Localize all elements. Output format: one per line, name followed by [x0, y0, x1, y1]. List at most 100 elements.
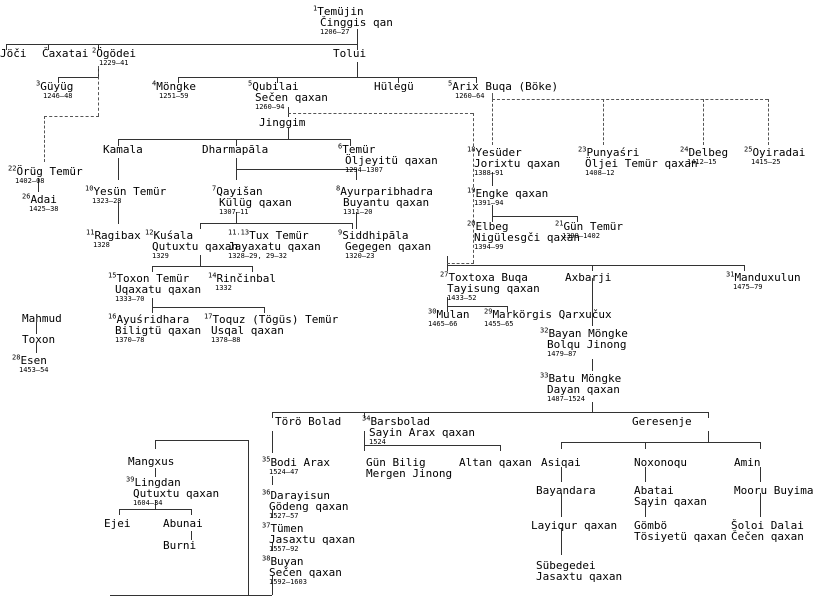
node-name: Sübegedei	[536, 559, 596, 572]
connector-v	[760, 493, 761, 517]
node-tumen: 37Tümen Jasaxtu qaxan 1557–92	[262, 521, 355, 553]
connector-v	[760, 467, 761, 482]
node-line2: Tayisung qaxan	[447, 282, 540, 295]
connector-v	[264, 307, 265, 313]
connector-v	[236, 139, 237, 146]
connector-dashed-v	[44, 116, 45, 162]
node-name: Mooru Buyima	[734, 484, 814, 497]
node-dates: 1206–27	[320, 28, 350, 36]
connector-v	[592, 402, 593, 412]
node-dates: 1333–70	[115, 295, 145, 303]
connector-v	[272, 575, 273, 595]
node-ayurparibhadra: 8Ayurparibhadra Buyantu qaxan 1311–20	[336, 184, 433, 216]
connector-dashed-h	[44, 116, 99, 117]
node-line2: Sečen qaxan	[255, 91, 328, 104]
node-name: Tux Temür	[249, 229, 309, 242]
node-name: Törö Bolad	[275, 415, 342, 428]
node-barsbolad: 34Barsbolad Sayin Arax qaxan 1524	[362, 414, 475, 446]
node-asiqai: Asiqai	[541, 455, 581, 468]
node-dates: 1408–12	[585, 169, 615, 177]
node-number: 23	[578, 145, 587, 154]
node-number: 33	[540, 371, 549, 380]
node-mooru-buyima: Mooru Buyima	[734, 483, 813, 496]
node-dates: 1402–08	[15, 177, 45, 185]
node-number: 11.13	[228, 228, 250, 237]
node-dates: 1527–57	[269, 512, 299, 520]
connector-v	[357, 44, 358, 50]
node-number: 26	[22, 192, 31, 201]
connector-v	[447, 265, 448, 271]
connector-v	[592, 359, 593, 371]
connector-dashed-v	[98, 66, 99, 116]
node-name: Markörgis Qarxučux	[492, 308, 612, 321]
connector-v	[492, 205, 493, 216]
node-siddhipala: 9Siddhipāla Gegegen qaxan 1320–23	[338, 228, 431, 260]
node-line2: Sečen qaxan	[269, 566, 342, 579]
connector-v	[561, 467, 562, 482]
node-name: Tolui	[333, 47, 367, 60]
node-burni: Burni	[163, 538, 196, 551]
node-dates: 1229–41	[99, 59, 129, 67]
node-batu-mongke: 33Batu Möngke Dayan qaxan 1487–1524	[540, 371, 621, 403]
node-ayusridhara: 16Ayuśridhara Biligtü qaxan 1370–78	[108, 312, 201, 344]
node-name: Siddhipāla	[342, 229, 409, 242]
node-name: Kuśala	[153, 229, 194, 242]
node-number: 29	[484, 307, 493, 316]
connector-v	[118, 139, 119, 146]
node-dates: 1415–25	[751, 158, 781, 166]
node-name: Ejei	[104, 517, 131, 530]
node-axbarji: Axbarji	[565, 270, 611, 283]
node-name: Mangxus	[128, 455, 175, 468]
connector-dashed-v	[473, 113, 474, 263]
node-altan-qaxan: Altan qaxan	[459, 455, 532, 468]
node-name: Qayišan	[216, 185, 263, 198]
node-number: 18	[467, 145, 476, 154]
node-geresenje: Geresenje	[632, 414, 692, 427]
node-yesun-temur: 10Yesün Temür 1323–28	[85, 184, 166, 205]
connector-v	[744, 265, 745, 271]
node-bayandara: Bayandara	[536, 483, 596, 496]
node-dates: 1604–34	[133, 499, 163, 507]
node-line2: Qutuxtu qaxan	[152, 240, 239, 253]
node-layiqur: Layiqur qaxan	[531, 518, 617, 531]
node-adai: 26Adai 1425–38	[22, 192, 59, 213]
node-name: Lingdan	[134, 476, 181, 489]
node-dates: 1391–94	[474, 199, 504, 207]
node-name: Arix Buqa (Böke)	[452, 80, 559, 93]
node-line2: Bolqu Jinong	[547, 338, 627, 351]
node-name: Noxonoqu	[634, 456, 687, 469]
node-number: 1	[313, 4, 318, 13]
connector-h	[118, 139, 350, 140]
node-line2: Čečen qaxan	[731, 530, 804, 543]
node-jinggim: Jinggim	[259, 115, 305, 128]
node-name: Abunai	[163, 517, 203, 530]
node-ogodei: 2Ögödei 1229–41	[92, 46, 136, 67]
node-line2: Sayin Arax qaxan	[369, 426, 475, 439]
connector-v	[356, 212, 357, 229]
node-name: Abatai	[634, 484, 674, 497]
node-number: 9	[338, 228, 343, 237]
connector-v	[645, 442, 646, 449]
node-number: 7	[212, 184, 217, 193]
connector-v	[38, 178, 39, 192]
node-line2: Sayin qaxan	[634, 495, 707, 508]
node-name: Güyüg	[40, 80, 74, 93]
node-number: 2	[92, 46, 97, 55]
node-abatai: Abatai Sayin qaxan	[634, 483, 707, 507]
connector-v	[152, 307, 153, 313]
connector-v	[708, 431, 709, 442]
node-line2: Öljeyitü qaxan	[345, 154, 438, 167]
node-tolui: Tolui	[333, 46, 366, 59]
node-name: Adai	[30, 193, 57, 206]
node-name: Elbeg	[475, 220, 509, 233]
connector-dashed-v	[703, 99, 704, 145]
node-number: 20	[467, 219, 476, 228]
connector-h	[447, 265, 744, 266]
node-orug-temur: 22Örüg Temür 1402–08	[8, 164, 83, 185]
connector-dashed-v	[603, 99, 604, 145]
node-name: Tümen	[270, 522, 304, 535]
node-line2: Jorixtu qaxan	[474, 157, 561, 170]
node-line2: Uqaxatu qaxan	[115, 283, 202, 296]
node-guyug: 3Güyüg 1246–48	[36, 79, 73, 100]
node-darayisun: 36Darayisun Gödeng qaxan 1527–57	[262, 488, 348, 520]
